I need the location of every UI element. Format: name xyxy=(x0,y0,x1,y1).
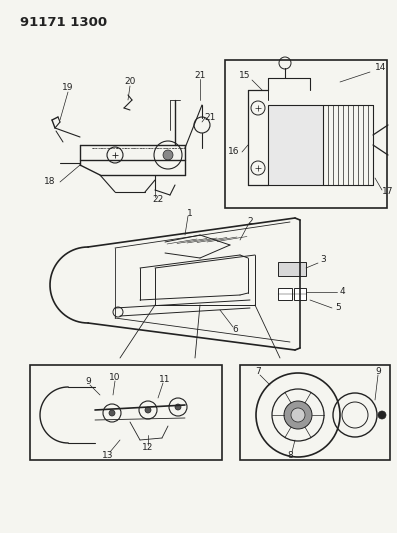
Text: 10: 10 xyxy=(109,374,121,383)
Text: 19: 19 xyxy=(62,84,74,93)
Circle shape xyxy=(175,404,181,410)
Bar xyxy=(278,288,292,300)
Text: 14: 14 xyxy=(375,63,386,72)
Bar xyxy=(268,105,323,185)
Text: 91171 1300: 91171 1300 xyxy=(20,16,107,29)
Bar xyxy=(30,365,222,460)
Text: 15: 15 xyxy=(239,70,251,79)
Bar xyxy=(225,60,387,208)
Text: 5: 5 xyxy=(335,303,341,312)
Text: 9: 9 xyxy=(375,367,381,376)
Text: 17: 17 xyxy=(382,188,393,197)
Text: 12: 12 xyxy=(142,443,154,453)
Text: 22: 22 xyxy=(152,196,164,205)
Text: 16: 16 xyxy=(228,148,240,157)
Bar xyxy=(278,262,306,276)
Text: 11: 11 xyxy=(159,376,171,384)
Text: 3: 3 xyxy=(320,255,326,264)
Text: 7: 7 xyxy=(255,367,261,376)
Text: 13: 13 xyxy=(102,450,114,459)
Text: 20: 20 xyxy=(124,77,136,86)
Circle shape xyxy=(145,407,151,413)
Text: 2: 2 xyxy=(247,217,253,227)
Text: 4: 4 xyxy=(340,287,346,296)
Circle shape xyxy=(163,150,173,160)
Circle shape xyxy=(284,401,312,429)
Text: 6: 6 xyxy=(232,326,238,335)
Text: 21: 21 xyxy=(204,114,216,123)
Text: 1: 1 xyxy=(187,208,193,217)
Text: 18: 18 xyxy=(44,177,56,187)
Circle shape xyxy=(291,408,305,422)
Text: 9: 9 xyxy=(85,377,91,386)
Bar xyxy=(240,365,390,460)
Circle shape xyxy=(378,411,386,419)
Circle shape xyxy=(109,410,115,416)
Bar xyxy=(294,288,306,300)
Text: 8: 8 xyxy=(287,450,293,459)
Text: 21: 21 xyxy=(194,70,206,79)
